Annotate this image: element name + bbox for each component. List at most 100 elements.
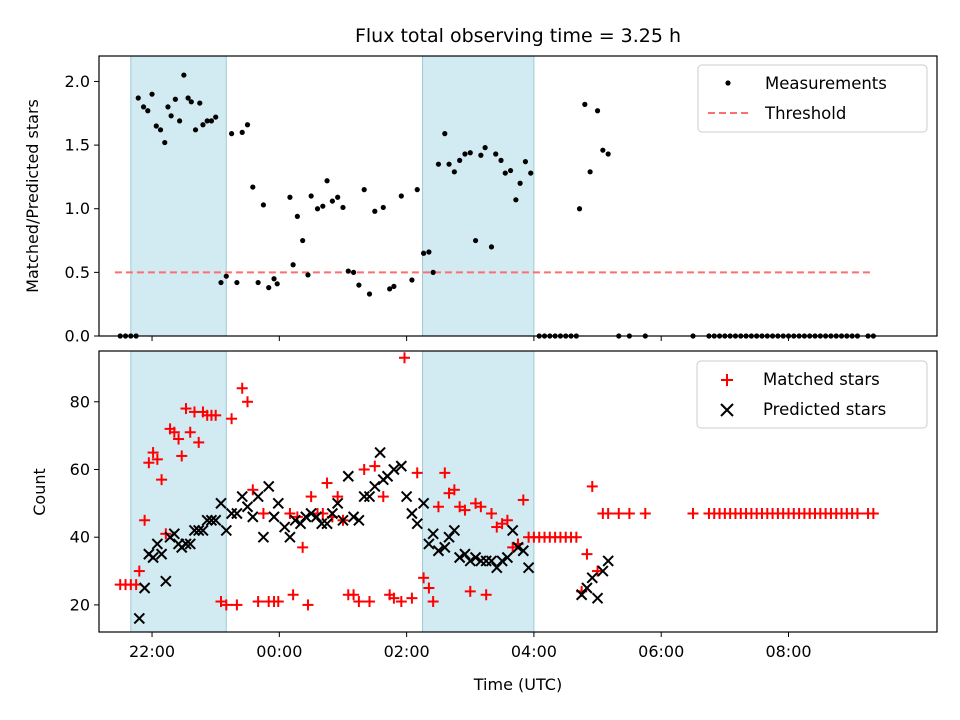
legend-predicted-label: Predicted stars [763,400,886,419]
measurement-point [498,157,504,163]
matched-star-point [130,579,142,591]
measurement-point [507,167,514,174]
ratio-panel-frame [98,55,938,337]
measurement-point [234,279,240,286]
legend-threshold-label: Threshold [764,104,846,123]
predicted-star-point [284,531,296,543]
matched-star-point [302,599,314,611]
predicted-star-point [496,555,508,567]
matched-star-point [388,592,400,604]
count-panel-ylabel: Count [30,468,49,516]
legend-matched-label: Matched stars [763,370,880,389]
predicted-star-point [417,497,430,510]
predicted-star-point [305,507,317,520]
ratio-panel: 0.00.51.01.52.0 Matched/Predicted stars … [23,55,938,346]
predicted-star-point [294,517,307,530]
predicted-star-point [491,561,503,574]
matched-star-point [581,548,593,560]
measurement-point [398,193,404,199]
matched-star-point [687,508,699,520]
predicted-star-point [316,517,328,530]
predicted-star-point [263,480,275,493]
measurement-point [387,286,393,292]
predicted-star-point [138,582,151,594]
measurement-point [188,99,194,105]
predicted-star-point [241,501,254,513]
measurement-point [260,202,267,208]
measurement-point [361,187,367,193]
matched-star-point [448,484,460,496]
measurement-point [488,244,495,250]
matched-star-point [143,457,155,469]
measurement-point [153,123,159,129]
predicted-star-point [321,517,333,530]
predicted-star-point [459,548,471,560]
predicted-star-point [581,582,593,594]
measurement-point [594,108,601,114]
x-tick-label: 08:00 [765,642,811,661]
matched-star-point [418,572,430,584]
predicted-star-point [197,524,209,537]
predicted-star-point [278,521,291,533]
matched-star-point [168,426,180,438]
measurement-point [414,187,420,193]
matched-star-point [220,599,232,611]
measurement-point [478,152,484,158]
measurement-point [435,161,442,167]
predicted-star-point [257,531,270,543]
predicted-star-point [268,511,280,523]
count-y-tick-label: 20 [70,595,90,614]
matched-star-point [411,467,423,479]
measurement-point [345,268,351,274]
predicted-star-point [400,490,413,503]
legend-matched-marker [721,374,733,386]
measurement-point [168,113,174,119]
predicted-star-point [388,463,400,476]
matched-star-point [193,436,205,448]
matched-star-point [613,508,625,520]
shaded-interval [422,350,535,633]
matched-star-point [623,508,635,520]
measurement-point [255,279,261,286]
matched-star-point [257,508,269,520]
predicted-star-point [205,514,218,526]
matched-star-point [184,426,196,438]
measurement-point [165,104,171,110]
matched-star-point [287,589,299,601]
matched-star-point [459,504,471,516]
ratio-panel-legend: Measurements Threshold [697,64,928,133]
measurement-point [228,131,235,137]
measurement-point [335,194,341,200]
measurement-point [197,100,203,106]
matched-star-point [147,447,159,459]
predicted-star-point [512,541,524,554]
measurement-point [266,285,272,291]
x-axis-label: Time (UTC) [473,675,562,694]
matched-star-point [247,484,259,496]
matched-star-point [464,585,476,597]
predicted-star-point [448,524,461,537]
measurement-point [314,206,321,212]
measurement-point [467,150,473,156]
measurement-point [177,118,183,124]
matched-star-point [398,352,410,364]
predicted-star-point [272,497,284,510]
predicted-star-point [517,545,530,557]
measurement-point [185,95,191,101]
matched-star-point [321,477,333,489]
predicted-star-point [358,490,370,503]
measurement-point [200,122,206,128]
measurement-point [244,122,251,128]
predicted-star-point [155,548,168,560]
predicted-star-point [427,528,439,540]
predicted-star-point [506,524,519,537]
measurement-point [409,277,415,283]
matched-star-point [236,382,248,394]
matched-star-point [353,596,365,608]
measurement-point [446,161,452,167]
matched-star-point [348,589,360,601]
legend-measurements-label: Measurements [765,74,887,93]
measurement-point [204,118,210,124]
predicted-star-point [522,561,535,574]
